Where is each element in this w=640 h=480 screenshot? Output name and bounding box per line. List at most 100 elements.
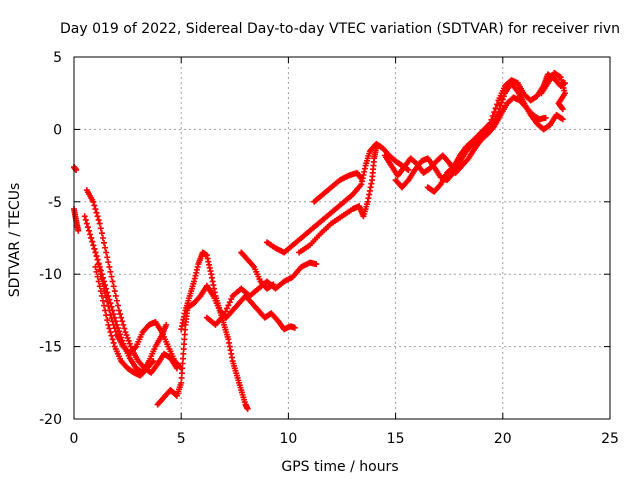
data-point bbox=[559, 106, 566, 113]
data-point bbox=[489, 112, 496, 119]
data-point bbox=[106, 325, 113, 332]
data-point bbox=[94, 213, 101, 220]
data-point bbox=[542, 114, 549, 121]
data-point bbox=[75, 227, 82, 234]
data-point bbox=[222, 308, 229, 315]
data-point bbox=[81, 213, 88, 220]
data-point bbox=[122, 329, 129, 336]
data-point bbox=[101, 302, 108, 309]
y-tick-label: -5 bbox=[48, 195, 62, 211]
data-point bbox=[116, 307, 123, 314]
data-point bbox=[498, 99, 505, 106]
data-point bbox=[104, 317, 111, 324]
data-point bbox=[98, 292, 105, 299]
data-point bbox=[123, 332, 130, 339]
data-point bbox=[96, 266, 103, 273]
data-point bbox=[92, 206, 99, 213]
data-point bbox=[270, 281, 277, 288]
data-point bbox=[111, 325, 118, 332]
data-point bbox=[90, 198, 97, 205]
data-point bbox=[92, 249, 99, 256]
data-point bbox=[221, 311, 228, 318]
data-point bbox=[127, 343, 134, 350]
data-point bbox=[226, 299, 233, 306]
y-tick-label: -15 bbox=[39, 340, 62, 356]
data-point bbox=[405, 166, 412, 173]
data-point bbox=[486, 120, 493, 127]
data-point bbox=[95, 261, 102, 268]
data-point bbox=[228, 296, 235, 303]
data-point bbox=[494, 101, 501, 108]
data-point bbox=[119, 318, 126, 325]
data-point bbox=[103, 294, 110, 301]
data-point bbox=[87, 231, 94, 238]
data-point bbox=[112, 292, 119, 299]
data-point bbox=[113, 297, 120, 304]
data-point bbox=[97, 288, 104, 295]
data-point bbox=[111, 288, 118, 295]
data-point bbox=[110, 283, 117, 290]
data-point bbox=[88, 235, 95, 241]
data-point bbox=[163, 321, 170, 328]
data-point bbox=[99, 235, 106, 241]
series-arc-12 bbox=[311, 169, 365, 205]
data-point bbox=[108, 315, 115, 322]
data-point bbox=[105, 321, 112, 328]
series-arc-17 bbox=[538, 69, 568, 113]
y-tick-label: -10 bbox=[39, 267, 62, 283]
data-point bbox=[223, 305, 230, 312]
data-point bbox=[291, 324, 298, 331]
series-arc-13 bbox=[296, 143, 380, 256]
plot-frame bbox=[73, 56, 611, 420]
data-point bbox=[488, 116, 495, 123]
data-point bbox=[244, 405, 251, 412]
data-point bbox=[91, 245, 98, 252]
y-axis-label: SDTVAR / TECUs bbox=[7, 183, 23, 298]
data-point bbox=[95, 278, 102, 285]
axis-ticks: 0 5 10 15 20 25 5 0 -5 -10 -15 -20 bbox=[39, 50, 619, 447]
y-tick-label: 5 bbox=[53, 50, 62, 66]
data-point bbox=[102, 290, 109, 297]
data-point bbox=[93, 268, 100, 275]
x-tick-label: 5 bbox=[177, 431, 186, 447]
data-point bbox=[117, 311, 124, 318]
data-point bbox=[106, 263, 113, 270]
data-point bbox=[492, 105, 499, 112]
data-point bbox=[86, 227, 93, 234]
data-point bbox=[92, 263, 99, 270]
data-point bbox=[101, 285, 108, 292]
data-point bbox=[110, 321, 117, 328]
data-point bbox=[107, 329, 114, 336]
data-point bbox=[150, 358, 157, 365]
data-point bbox=[98, 230, 105, 237]
data-point bbox=[358, 175, 365, 182]
data-point bbox=[102, 244, 109, 251]
data-point bbox=[102, 307, 109, 314]
data-point bbox=[99, 297, 106, 304]
data-point bbox=[114, 302, 121, 309]
data-point bbox=[104, 298, 111, 305]
series-arc-6 bbox=[92, 263, 157, 379]
x-tick-label: 20 bbox=[494, 431, 512, 447]
data-point bbox=[98, 276, 105, 283]
data-point bbox=[89, 238, 96, 245]
data-point bbox=[82, 216, 89, 223]
data-point bbox=[120, 321, 127, 328]
series-arc-5 bbox=[88, 235, 185, 372]
data-point bbox=[108, 332, 115, 339]
x-tick-label: 25 bbox=[601, 431, 619, 447]
data-point bbox=[96, 283, 103, 290]
data-point bbox=[109, 278, 116, 285]
chart-title: Day 019 of 2022, Sidereal Day-to-day VTE… bbox=[60, 21, 620, 37]
data-point bbox=[124, 334, 131, 341]
data-point bbox=[313, 261, 320, 268]
data-point bbox=[93, 209, 100, 216]
data-point bbox=[373, 143, 380, 150]
series-arc-4 bbox=[83, 187, 180, 376]
data-point bbox=[126, 340, 133, 347]
series-arc-10 bbox=[238, 249, 277, 292]
data-point bbox=[118, 314, 125, 321]
data-point bbox=[84, 224, 91, 231]
data-point bbox=[101, 239, 108, 246]
